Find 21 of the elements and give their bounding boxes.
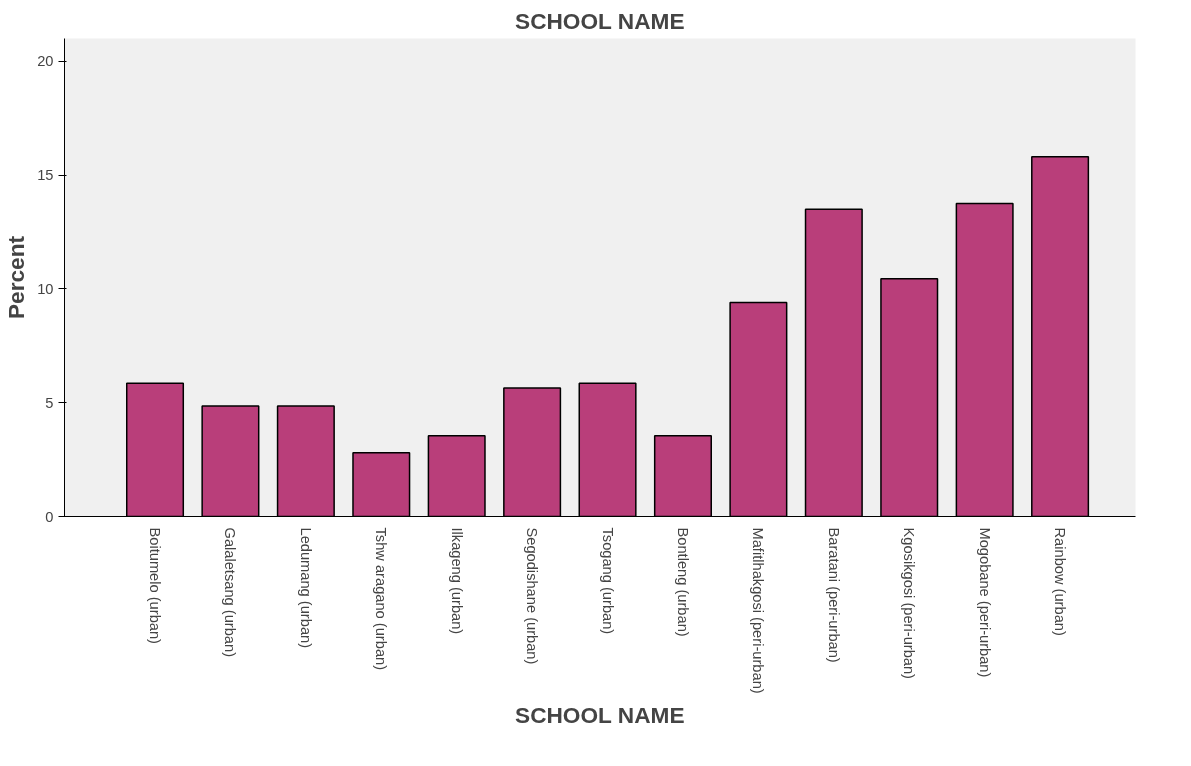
x-tick-label: Kgosikgosi (peri-urban) (901, 527, 918, 680)
y-tick-label: 20 (37, 53, 54, 70)
x-tick-label: Mogobane (peri-urban) (976, 527, 993, 678)
y-tick-label: 5 (45, 394, 54, 411)
y-axis-title: Percent (3, 235, 30, 320)
x-tick-label: Ledumang (urban) (297, 527, 314, 649)
x-tick-label: Mafitlhakgosi (peri-urban) (750, 527, 767, 694)
x-tick-label: Rainbow (urban) (1052, 527, 1069, 636)
x-tick-label: Ilkageng (urban) (448, 527, 465, 635)
x-tick-label: Tshw aragano (urban) (373, 527, 390, 671)
x-tick-label: Tsogang (urban) (599, 527, 616, 635)
x-tick-label: Segodishane (urban) (524, 527, 541, 665)
x-tick-label: Galaletsang (urban) (222, 527, 239, 658)
y-tick-label: 15 (37, 167, 54, 184)
x-axis-title: SCHOOL NAME (515, 701, 685, 728)
y-tick-label: 10 (37, 280, 54, 297)
chart-title: SCHOOL NAME (515, 7, 685, 34)
x-tick-label: Boitumelo (urban) (147, 527, 164, 644)
x-tick-label: Bontleng (urban) (674, 527, 691, 637)
x-tick-label: Baratani (peri-urban) (825, 527, 842, 663)
y-tick-label: 0 (45, 508, 54, 525)
